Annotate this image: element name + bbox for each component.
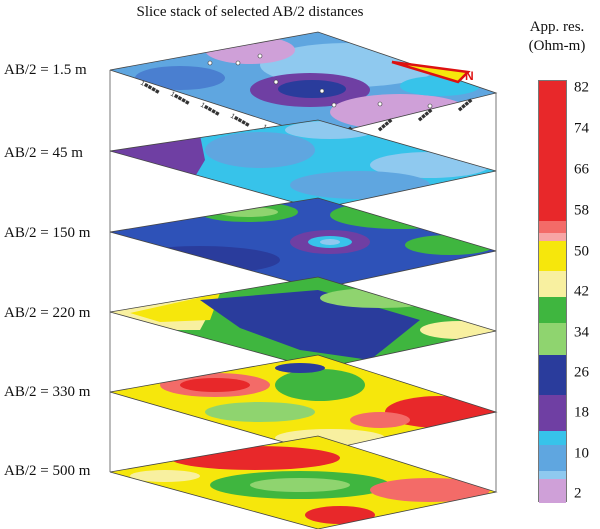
legend-tick-26: 26 <box>574 364 589 381</box>
cb-light-blue <box>539 445 566 471</box>
cb-lilac <box>539 479 566 503</box>
legend-tick-10: 10 <box>574 445 589 462</box>
cb-sky <box>539 471 566 479</box>
north-label: N <box>465 69 474 83</box>
color-scale-bar <box>538 80 567 503</box>
cb-cyan <box>539 431 566 445</box>
cb-dark-blue <box>539 355 566 395</box>
cb-yellow <box>539 241 566 271</box>
cb-light-green <box>539 323 566 355</box>
legend-title-line2: (Ohm-m) <box>528 38 586 54</box>
legend-tick-18: 18 <box>574 404 589 421</box>
slice-1-5m <box>110 32 496 137</box>
cb-red <box>539 81 566 221</box>
cb-green <box>539 297 566 323</box>
cb-light-red <box>539 221 566 233</box>
survey-point-markers <box>207 53 433 109</box>
slice-500m <box>110 436 496 529</box>
slice-stack: 1■■■■ 1■■■■ 1■■■■ 1■■■■ 1■■■■ ■■■■ ■■■■ … <box>109 31 498 529</box>
cb-pink <box>539 233 566 241</box>
legend-tick-82: 82 <box>574 79 589 96</box>
slice-label-150m: AB/2 = 150 m <box>4 225 91 241</box>
slice-220m <box>110 277 496 369</box>
legend-title-line1: App. res. <box>529 19 585 35</box>
slice-45m <box>110 120 496 209</box>
slice-150m <box>110 198 496 289</box>
legend-tick-66: 66 <box>574 161 589 178</box>
legend-tick-50: 50 <box>574 243 589 260</box>
legend-tick-42: 42 <box>574 283 589 300</box>
slice-label-45m: AB/2 = 45 m <box>4 145 83 161</box>
north-arrow-icon <box>391 60 471 84</box>
legend-tick-74: 74 <box>574 120 589 137</box>
legend-tick-34: 34 <box>574 324 589 341</box>
slice-label-1-5m: AB/2 = 1.5 m <box>4 62 87 78</box>
cb-purple <box>539 395 566 431</box>
slice-label-330m: AB/2 = 330 m <box>4 384 91 400</box>
svg-text:1■■■■: 1■■■■ <box>229 113 251 129</box>
legend-tick-2: 2 <box>574 485 582 502</box>
slice-label-500m: AB/2 = 500 m <box>4 463 91 479</box>
legend-title: App. res. (Ohm-m) <box>515 18 599 56</box>
cb-light-yellow <box>539 271 566 297</box>
figure-title: Slice stack of selected AB/2 distances <box>136 4 364 20</box>
slice-label-220m: AB/2 = 220 m <box>4 305 91 321</box>
legend-tick-58: 58 <box>574 202 589 219</box>
slice-330m <box>110 355 496 452</box>
